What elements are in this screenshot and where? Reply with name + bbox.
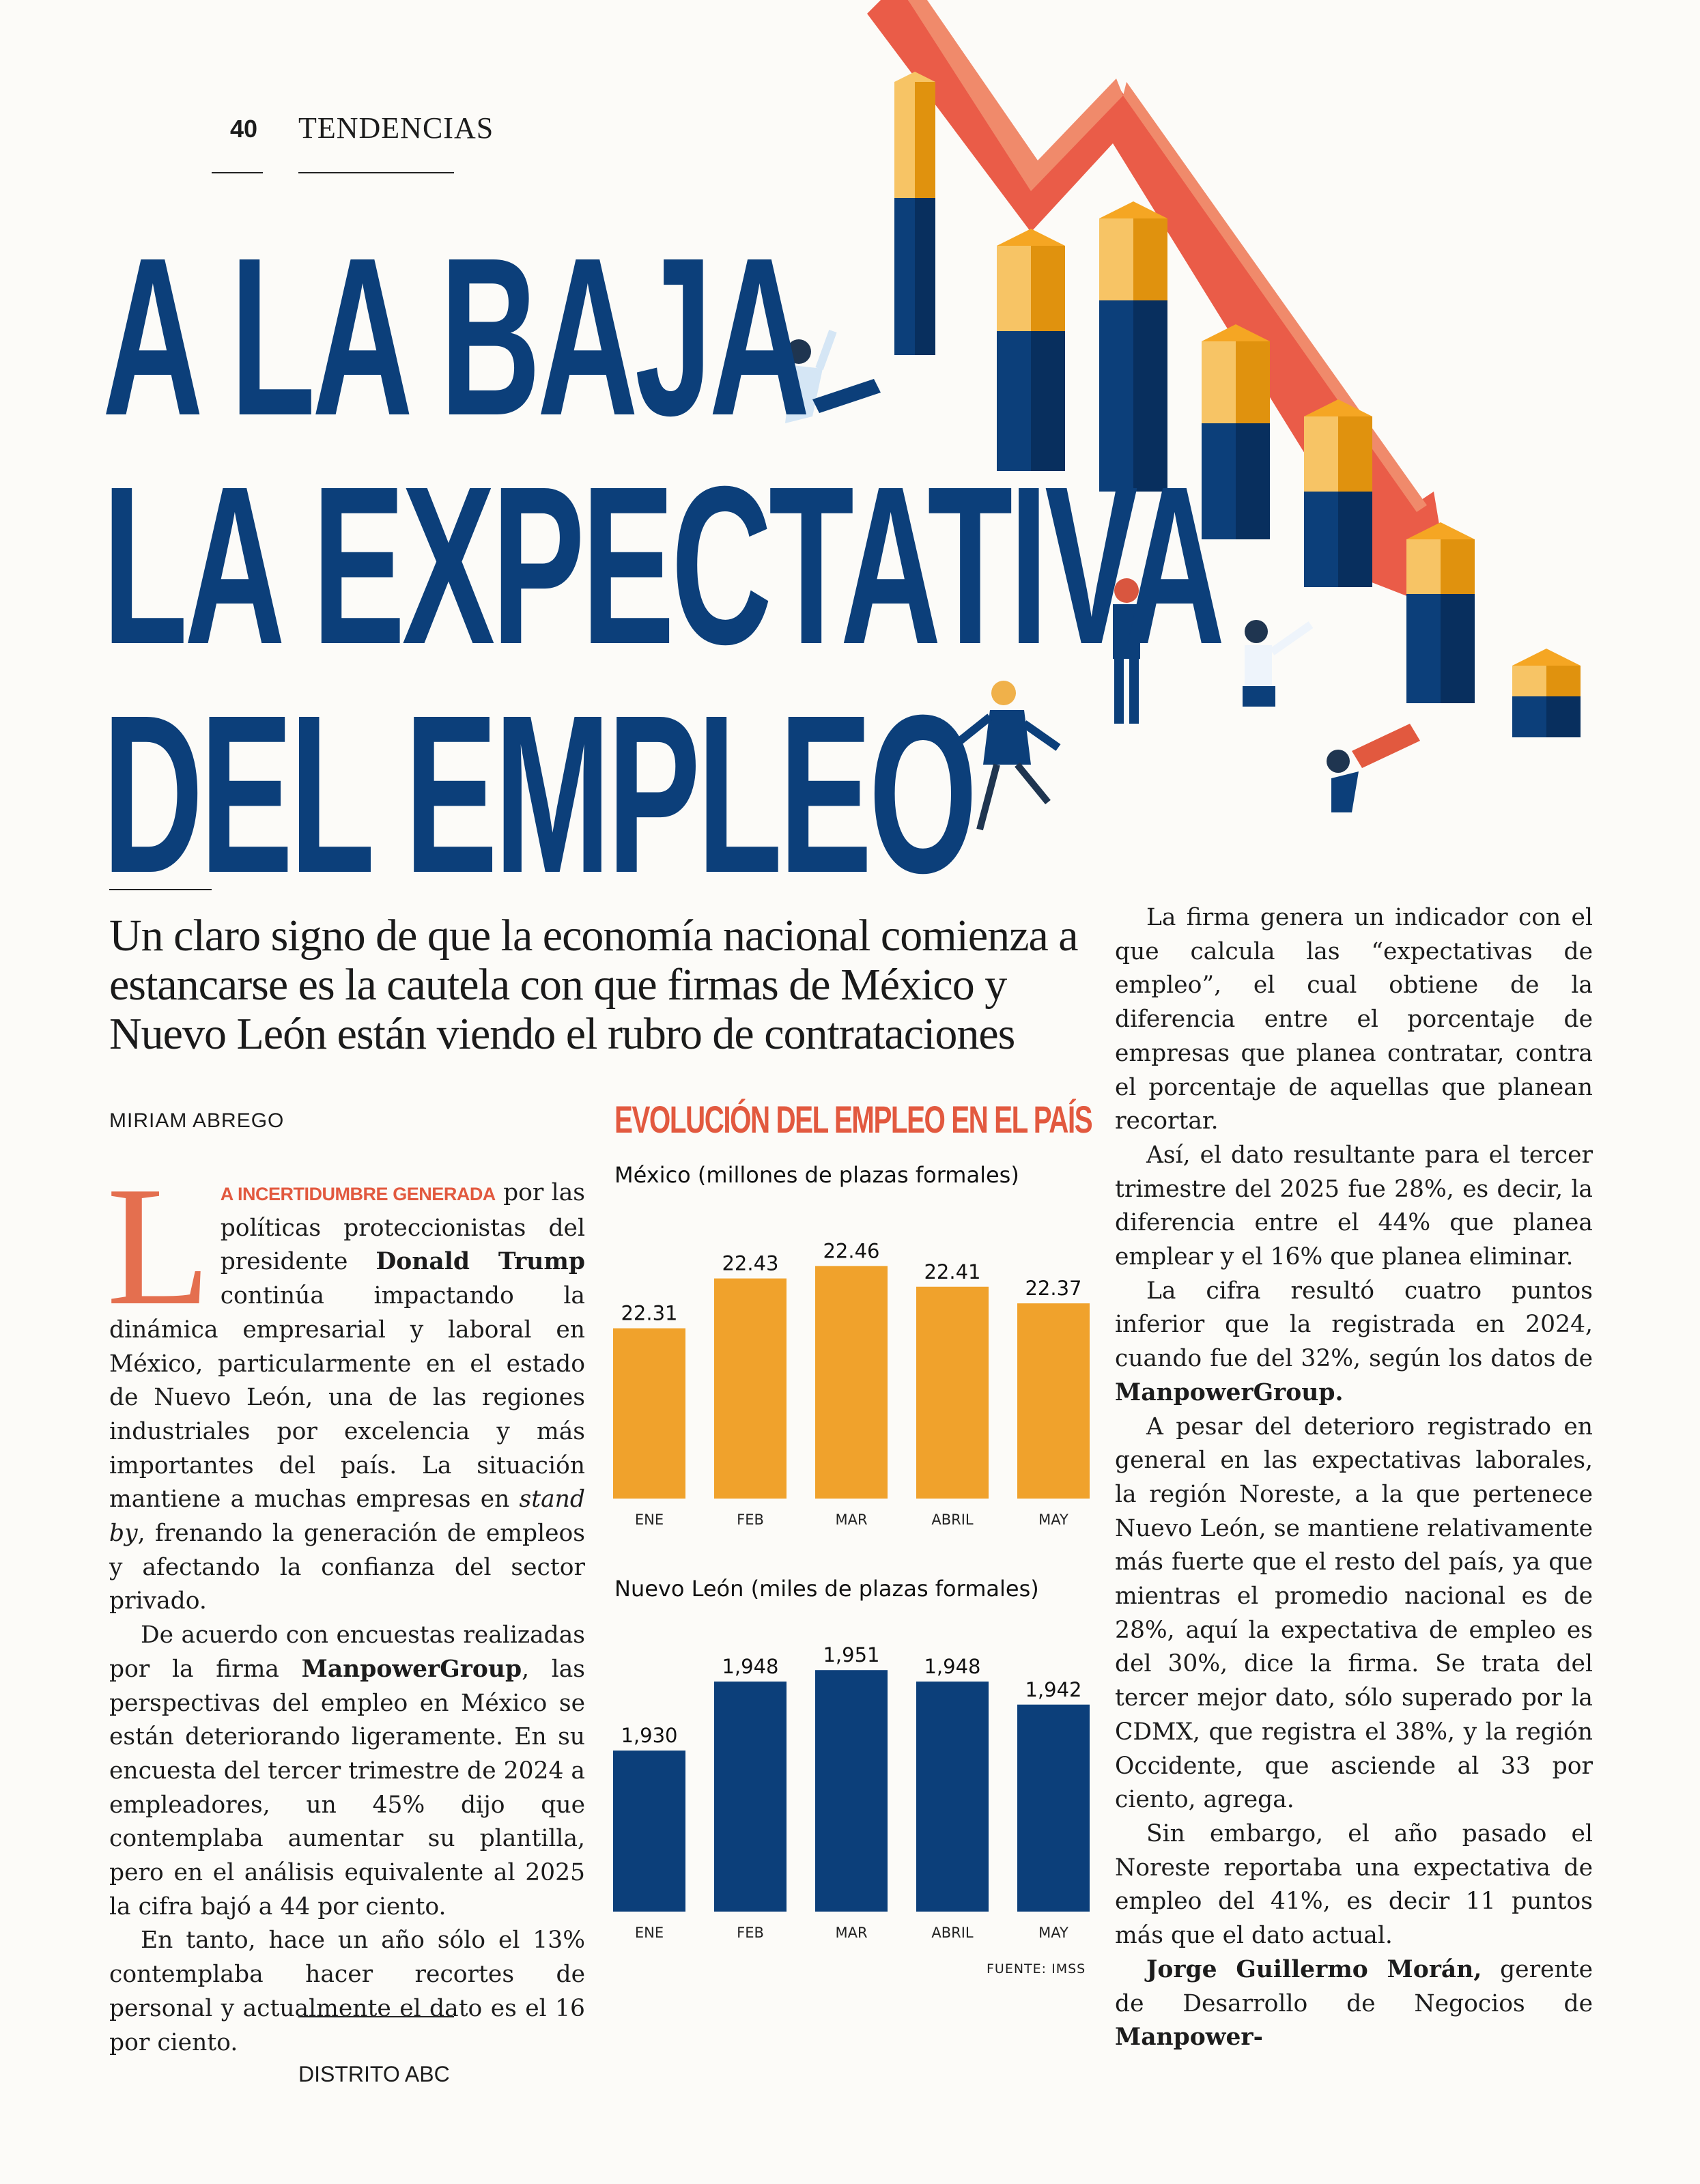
- bar-4: [1202, 324, 1270, 539]
- data-label: 1,948: [924, 1655, 980, 1678]
- chart-subtitle-nuevo-leon: Nuevo León (miles de plazas formales): [614, 1576, 1039, 1602]
- article-column-1: L A incertidumbre generada por las políti…: [107, 1152, 585, 2060]
- person-kneeling-icon: [1243, 620, 1314, 707]
- category-label: ABRIL: [931, 1925, 974, 1941]
- chart-subtitle-mexico: México (millones de plazas formales): [614, 1162, 1019, 1188]
- bar-2: [997, 229, 1065, 471]
- paragraph: A pesar del deterioro registrado en gene…: [1115, 1413, 1593, 1814]
- data-label: 22.43: [722, 1252, 778, 1275]
- bar-feb: [714, 1278, 787, 1499]
- drop-cap: L: [107, 1152, 211, 1341]
- chart-title: EVOLUCIÓN DEL EMPLEO EN EL PAÍS: [614, 1098, 1093, 1141]
- category-label: MAY: [1038, 1512, 1068, 1528]
- bar-may: [1017, 1303, 1090, 1499]
- paragraph: De acuerdo con encuestas realizadas por …: [109, 1619, 585, 1924]
- bold-name: ManpowerGroup.: [1115, 1378, 1344, 1406]
- paragraph: Jorge Guillermo Morán, gerente de Desarr…: [1115, 1953, 1593, 2055]
- data-label: 1,942: [1025, 1678, 1081, 1701]
- paragraph: Así, el dato resultante para el tercer t…: [1115, 1141, 1593, 1271]
- mexico-bar-chart: 22.31 ENE 22.43 FEB 22.46 MAR 22.41 ABRIL 22.37 M…: [613, 1239, 1090, 1528]
- data-label: 1,930: [621, 1724, 677, 1747]
- person-sitting-icon: [785, 329, 881, 423]
- data-label: 22.46: [823, 1239, 879, 1262]
- deck: Un claro signo de que la economía nacion…: [109, 911, 1079, 1059]
- paragraph: L A incertidumbre generada por las políti…: [107, 1152, 585, 1619]
- headline-line-2: LA EXPECTATIVA: [102, 439, 1225, 691]
- headline-line-3: DEL EMPLEO: [102, 668, 978, 920]
- paragraph: En tanto, hace un año sólo el 13% contem…: [109, 1927, 585, 2056]
- data-label: 22.37: [1025, 1277, 1081, 1300]
- bar-7: [1512, 649, 1581, 737]
- category-label: ABRIL: [931, 1512, 974, 1528]
- falling-bars-illustration: [785, 0, 1581, 831]
- bar-feb: [714, 1682, 787, 1912]
- person-running-icon: [953, 681, 1061, 831]
- bar-abril: [916, 1682, 989, 1912]
- down-arrow-icon: [867, 0, 1454, 614]
- category-label: MAY: [1038, 1925, 1068, 1941]
- bar-mar: [815, 1266, 888, 1499]
- text: De acuerdo con encuestas realizadas por …: [109, 1621, 585, 1683]
- headline-line-1: A LA BAJA: [102, 210, 810, 462]
- text: La cifra resultó cuatro puntos inferior …: [1115, 1277, 1593, 1373]
- bar-1: [894, 72, 935, 355]
- divider: [298, 172, 454, 173]
- bar-ene: [613, 1750, 685, 1912]
- bar-abril: [916, 1286, 989, 1499]
- category-label: FEB: [737, 1925, 764, 1941]
- category-label: MAR: [835, 1925, 867, 1941]
- text: , frenando la generación de empleos y af…: [109, 1520, 585, 1615]
- footer-publication: DISTRITO ABC: [298, 2062, 450, 2086]
- bold-name: Donald Trump: [376, 1248, 585, 1276]
- lead-in: A incertidumbre generada: [220, 1184, 496, 1204]
- category-label: ENE: [635, 1925, 664, 1941]
- category-label: FEB: [737, 1512, 764, 1528]
- bold-name: Jorge Guillermo Morán,: [1146, 1955, 1482, 1983]
- byline: MIRIAM ABREGO: [109, 1109, 285, 1132]
- page-number: 40: [230, 115, 258, 143]
- divider: [298, 2016, 454, 2017]
- bold-name: Manpower-: [1115, 2024, 1263, 2052]
- category-label: MAR: [835, 1512, 867, 1528]
- person-crawling-icon: [1327, 724, 1420, 812]
- bar-ene: [613, 1328, 685, 1499]
- nuevo-leon-bar-chart: 1,930 ENE 1,948 FEB 1,951 MAR 1,948 ABRIL 1,942 M…: [613, 1643, 1090, 1941]
- text: continúa impactando la dinámica empresar…: [109, 1282, 585, 1514]
- paragraph: La firma genera un indicador con el que …: [1115, 904, 1593, 1135]
- bold-name: ManpowerGroup: [301, 1655, 522, 1683]
- text: , las perspectivas del empleo en México …: [109, 1655, 585, 1920]
- bar-5: [1304, 399, 1372, 587]
- bar-3: [1099, 201, 1167, 492]
- data-label: 22.41: [924, 1260, 980, 1284]
- italic-term: stand by: [109, 1486, 585, 1548]
- article-column-3: La firma genera un indicador con el que …: [1115, 901, 1593, 2055]
- divider: [212, 172, 263, 173]
- text: por las políticas proteccionistas del pr…: [220, 1179, 585, 1276]
- divider: [109, 889, 212, 890]
- paragraph: Sin embargo, el año pasado el Noreste re…: [1115, 1819, 1593, 1950]
- person-standing-icon: [1113, 578, 1140, 724]
- bar-mar: [815, 1670, 888, 1912]
- data-label: 1,951: [823, 1643, 879, 1667]
- chart-source: FUENTE: IMSS: [987, 1961, 1086, 1976]
- category-label: ENE: [635, 1512, 664, 1528]
- data-label: 1,948: [722, 1655, 778, 1678]
- bar-6: [1406, 522, 1475, 703]
- headline: A LA BAJA LA EXPECTATIVA DEL EMPLEO: [102, 210, 1225, 920]
- bar-may: [1017, 1704, 1090, 1912]
- paragraph: La cifra resultó cuatro puntos inferior …: [1115, 1275, 1593, 1410]
- data-label: 22.31: [621, 1302, 677, 1325]
- text: gerente de Desarrollo de Negocios de: [1115, 1955, 1593, 2017]
- section-title: TENDENCIAS: [298, 111, 494, 145]
